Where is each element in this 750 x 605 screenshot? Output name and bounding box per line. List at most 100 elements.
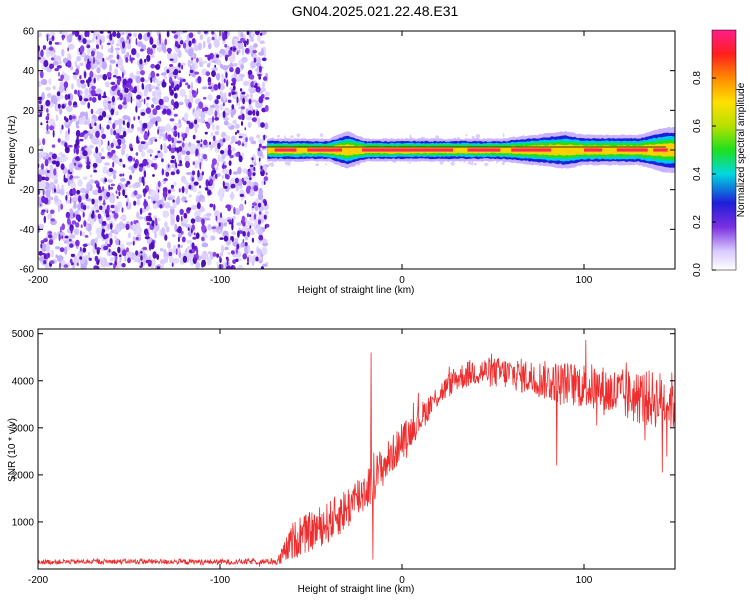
noise-speck — [260, 165, 263, 170]
noise-speck — [122, 164, 126, 168]
noise-speck — [148, 83, 153, 93]
noise-speck — [121, 147, 125, 156]
ridge-core-segment — [584, 148, 603, 152]
noise-speck — [64, 146, 70, 154]
noise-speck — [130, 147, 134, 152]
noise-speck — [65, 211, 71, 219]
noise-speck — [140, 77, 145, 83]
noise-speck — [158, 199, 163, 204]
noise-speck — [242, 231, 246, 237]
noise-speck — [133, 116, 136, 121]
noise-speck — [129, 174, 133, 180]
noise-speck — [172, 257, 180, 264]
noise-speck — [122, 71, 124, 79]
noise-speck — [38, 140, 41, 145]
noise-speck — [46, 34, 49, 42]
noise-speck — [129, 57, 135, 61]
noise-speck — [69, 208, 73, 213]
noise-speck — [113, 212, 119, 219]
noise-speck — [142, 122, 148, 129]
noise-speck — [220, 212, 222, 219]
noise-speck — [86, 205, 90, 210]
noise-speck — [199, 194, 204, 200]
x-tick-label: 100 — [576, 275, 593, 286]
ridge-core-segment — [362, 148, 453, 152]
noise-speck — [201, 259, 207, 267]
noise-speck — [75, 120, 79, 127]
noise-speck — [215, 215, 218, 222]
noise-speck — [236, 51, 239, 55]
noise-speck — [246, 116, 253, 121]
noise-speck — [264, 122, 269, 130]
noise-speck — [138, 143, 144, 153]
noise-speck — [257, 73, 262, 77]
noise-speck — [258, 161, 262, 168]
noise-speck — [93, 77, 96, 84]
noise-speck — [75, 222, 80, 228]
noise-speck — [146, 222, 151, 226]
noise-speck — [215, 124, 220, 131]
noise-speck — [87, 47, 90, 56]
noise-speck — [199, 34, 204, 41]
noise-speck — [114, 235, 117, 239]
noise-speck — [117, 133, 120, 139]
noise-speck — [82, 211, 85, 218]
noise-speck — [93, 31, 96, 38]
noise-speck — [253, 85, 258, 88]
noise-speck — [209, 141, 211, 145]
noise-speck — [64, 94, 69, 101]
noise-speck — [148, 243, 152, 251]
noise-speck — [66, 34, 73, 43]
noise-speck — [161, 264, 165, 269]
noise-speck — [178, 62, 181, 68]
noise-speck — [147, 259, 152, 264]
noise-speck — [136, 234, 142, 238]
noise-speck — [166, 226, 170, 233]
noise-speck — [50, 249, 54, 258]
noise-speck — [231, 231, 237, 235]
noise-speck — [119, 223, 127, 229]
noise-speck — [39, 203, 42, 207]
noise-speck — [120, 243, 125, 249]
noise-speck — [167, 134, 172, 142]
noise-speck — [179, 244, 183, 249]
noise-speck — [122, 41, 125, 49]
noise-speck — [143, 98, 146, 105]
noise-speck — [252, 109, 256, 116]
noise-speck — [192, 185, 197, 193]
noise-speck — [254, 31, 260, 36]
noise-speck — [196, 140, 201, 144]
noise-speck — [240, 76, 243, 82]
noise-speck — [224, 135, 231, 142]
noise-speck — [146, 102, 149, 107]
noise-speck — [46, 169, 50, 174]
noise-speck — [142, 188, 148, 195]
snr-line — [38, 339, 675, 567]
noise-speck — [112, 123, 116, 130]
noise-speck — [55, 254, 58, 259]
noise-speck — [191, 38, 194, 44]
noise-speck — [103, 245, 109, 251]
noise-speck — [99, 123, 102, 130]
noise-speck — [99, 39, 102, 46]
noise-speck — [159, 247, 164, 252]
noise-speck — [265, 172, 268, 176]
noise-speck — [239, 88, 243, 92]
noise-speck — [69, 243, 74, 248]
colorbar-tick-label: 0.6 — [692, 119, 703, 133]
noise-speck — [38, 250, 43, 256]
noise-speck — [150, 54, 155, 58]
ridge-core-segment — [653, 148, 668, 152]
noise-speck — [166, 108, 172, 116]
noise-speck — [72, 187, 76, 196]
noise-speck — [80, 224, 83, 228]
noise-speck — [67, 47, 70, 52]
noise-speck — [91, 96, 97, 103]
ridge-core-segment — [467, 148, 501, 152]
noise-speck — [108, 155, 112, 158]
noise-speck — [176, 197, 180, 205]
noise-speck — [148, 217, 153, 222]
noise-speck — [122, 115, 129, 120]
noise-speck — [75, 147, 79, 155]
